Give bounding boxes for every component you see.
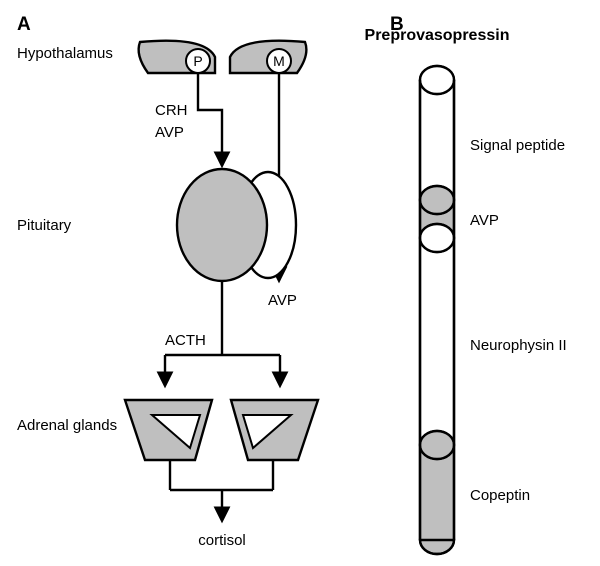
label-p: P [193, 53, 202, 69]
panel-b-title: Preprovasopressin [365, 27, 510, 44]
label-adrenal: Adrenal glands [17, 417, 117, 434]
label-neurophysin: Neurophysin II [470, 337, 567, 354]
label-copeptin: Copeptin [470, 487, 530, 504]
label-avp-top: AVP [155, 124, 184, 141]
label-hypothalamus: Hypothalamus [17, 45, 113, 62]
label-avp-mid: AVP [268, 292, 297, 309]
label-cortisol: cortisol [198, 532, 246, 549]
label-avp-segment: AVP [470, 212, 499, 229]
label-m: M [273, 53, 285, 69]
arrow-cortisol [170, 460, 273, 520]
hypothalamus-left: P [139, 41, 215, 73]
hypothalamus-right: M [230, 41, 306, 73]
figure-svg: A B Hypothalamus P M CRH AVP Pituitary A… [0, 0, 600, 566]
label-pituitary: Pituitary [17, 217, 72, 234]
label-signal-peptide: Signal peptide [470, 137, 565, 154]
label-crh: CRH [155, 102, 188, 119]
pituitary-anterior [177, 169, 267, 281]
arrow-p-to-pituitary [198, 73, 222, 165]
adrenal-right [231, 400, 318, 460]
panel-a-letter: A [17, 14, 31, 35]
label-acth: ACTH [165, 332, 206, 349]
preprovasopressin-rod [420, 66, 454, 554]
adrenal-left [125, 400, 212, 460]
